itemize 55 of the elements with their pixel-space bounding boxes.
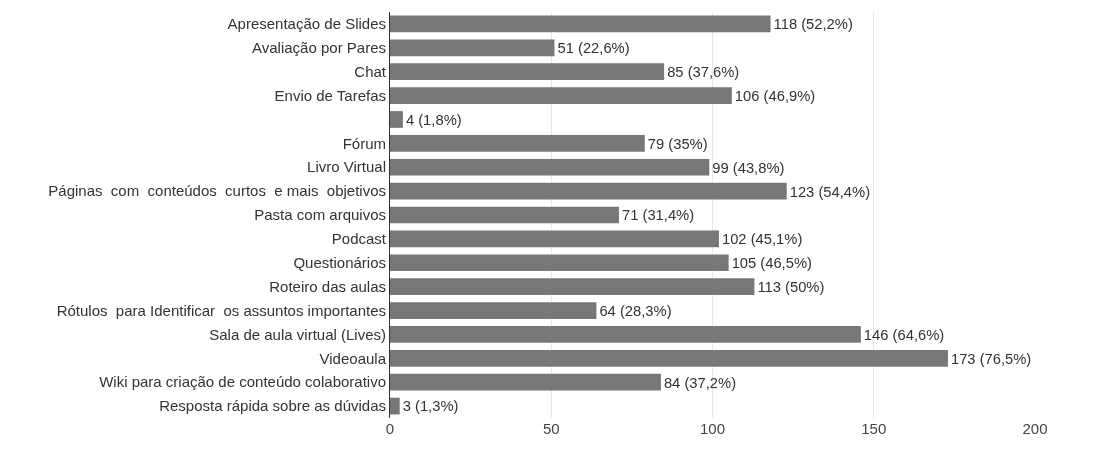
data-label: 84 (37,2%) — [663, 374, 737, 391]
y-tick-label: Pasta com arquivos — [254, 206, 386, 224]
bar — [390, 254, 729, 272]
data-label: 64 (28,3%) — [599, 302, 672, 319]
y-tick-label: Wiki para criação de conteúdo colaborativo — [99, 373, 386, 391]
data-label: 113 (50%) — [757, 279, 825, 296]
y-tick-label: Apresentação de Slides — [227, 15, 386, 33]
x-tick-label: 150 — [861, 420, 887, 437]
data-label: 105 (46,5%) — [731, 255, 812, 272]
bar — [390, 326, 861, 343]
data-label: 99 (43,8%) — [712, 159, 785, 176]
bar — [390, 111, 403, 128]
x-tick-label: 200 — [1022, 420, 1048, 437]
x-tick-label: 0 — [385, 420, 395, 437]
x-tick-label: 100 — [699, 420, 726, 437]
bar — [390, 349, 948, 367]
data-label: 85 (37,6%) — [667, 64, 740, 81]
bar — [390, 230, 719, 248]
data-label: 146 (64,6%) — [863, 326, 945, 343]
bar — [390, 63, 665, 81]
y-tick-label: Roteiro das aulas — [269, 277, 386, 295]
y-tick-label: Questionários — [293, 254, 386, 272]
x-tick-label: 50 — [542, 420, 560, 437]
bar — [390, 87, 732, 104]
bar — [390, 182, 787, 200]
bar — [390, 397, 400, 415]
data-label: 102 (45,1%) — [721, 231, 803, 248]
y-tick-label: Páginas com conteúdos curtos e mais objetivos — [48, 182, 386, 200]
bar — [390, 206, 619, 224]
y-tick-label: Resposta rápida sobre as dúvidas — [159, 397, 386, 415]
bar — [390, 373, 661, 391]
y-tick-label: Avaliação por Pares — [252, 39, 386, 57]
data-label: 71 (31,4%) — [621, 207, 695, 224]
data-label: 106 (46,9%) — [734, 88, 816, 104]
data-label: 173 (76,5%) — [950, 350, 1032, 367]
y-tick-label: Rótulos para Identificar os assuntos importantes — [56, 301, 386, 319]
data-label: 118 (52,2%) — [773, 16, 853, 33]
data-label: 3 (1,3%) — [402, 398, 459, 415]
data-label: 4 (1,8%) — [405, 111, 462, 128]
y-tick-label: Sala de aula virtual (Lives) — [209, 325, 386, 343]
bar — [390, 302, 597, 319]
bar — [390, 15, 771, 33]
bar — [390, 134, 645, 152]
data-label: 51 (22,6%) — [557, 40, 630, 57]
bar — [390, 278, 755, 296]
y-tick-label: Fórum — [342, 134, 386, 152]
y-tick-label: Podcast — [331, 230, 387, 248]
y-tick-label: Livro Virtual — [307, 158, 386, 176]
y-tick-label: Chat — [354, 62, 387, 80]
data-label: 79 (35%) — [647, 135, 708, 152]
data-label: 123 (54,4%) — [789, 183, 871, 200]
bar — [390, 39, 555, 57]
y-tick-label: Videoaula — [319, 349, 387, 367]
bar — [390, 158, 710, 176]
y-tick-label: Envio de Tarefas — [274, 86, 386, 104]
